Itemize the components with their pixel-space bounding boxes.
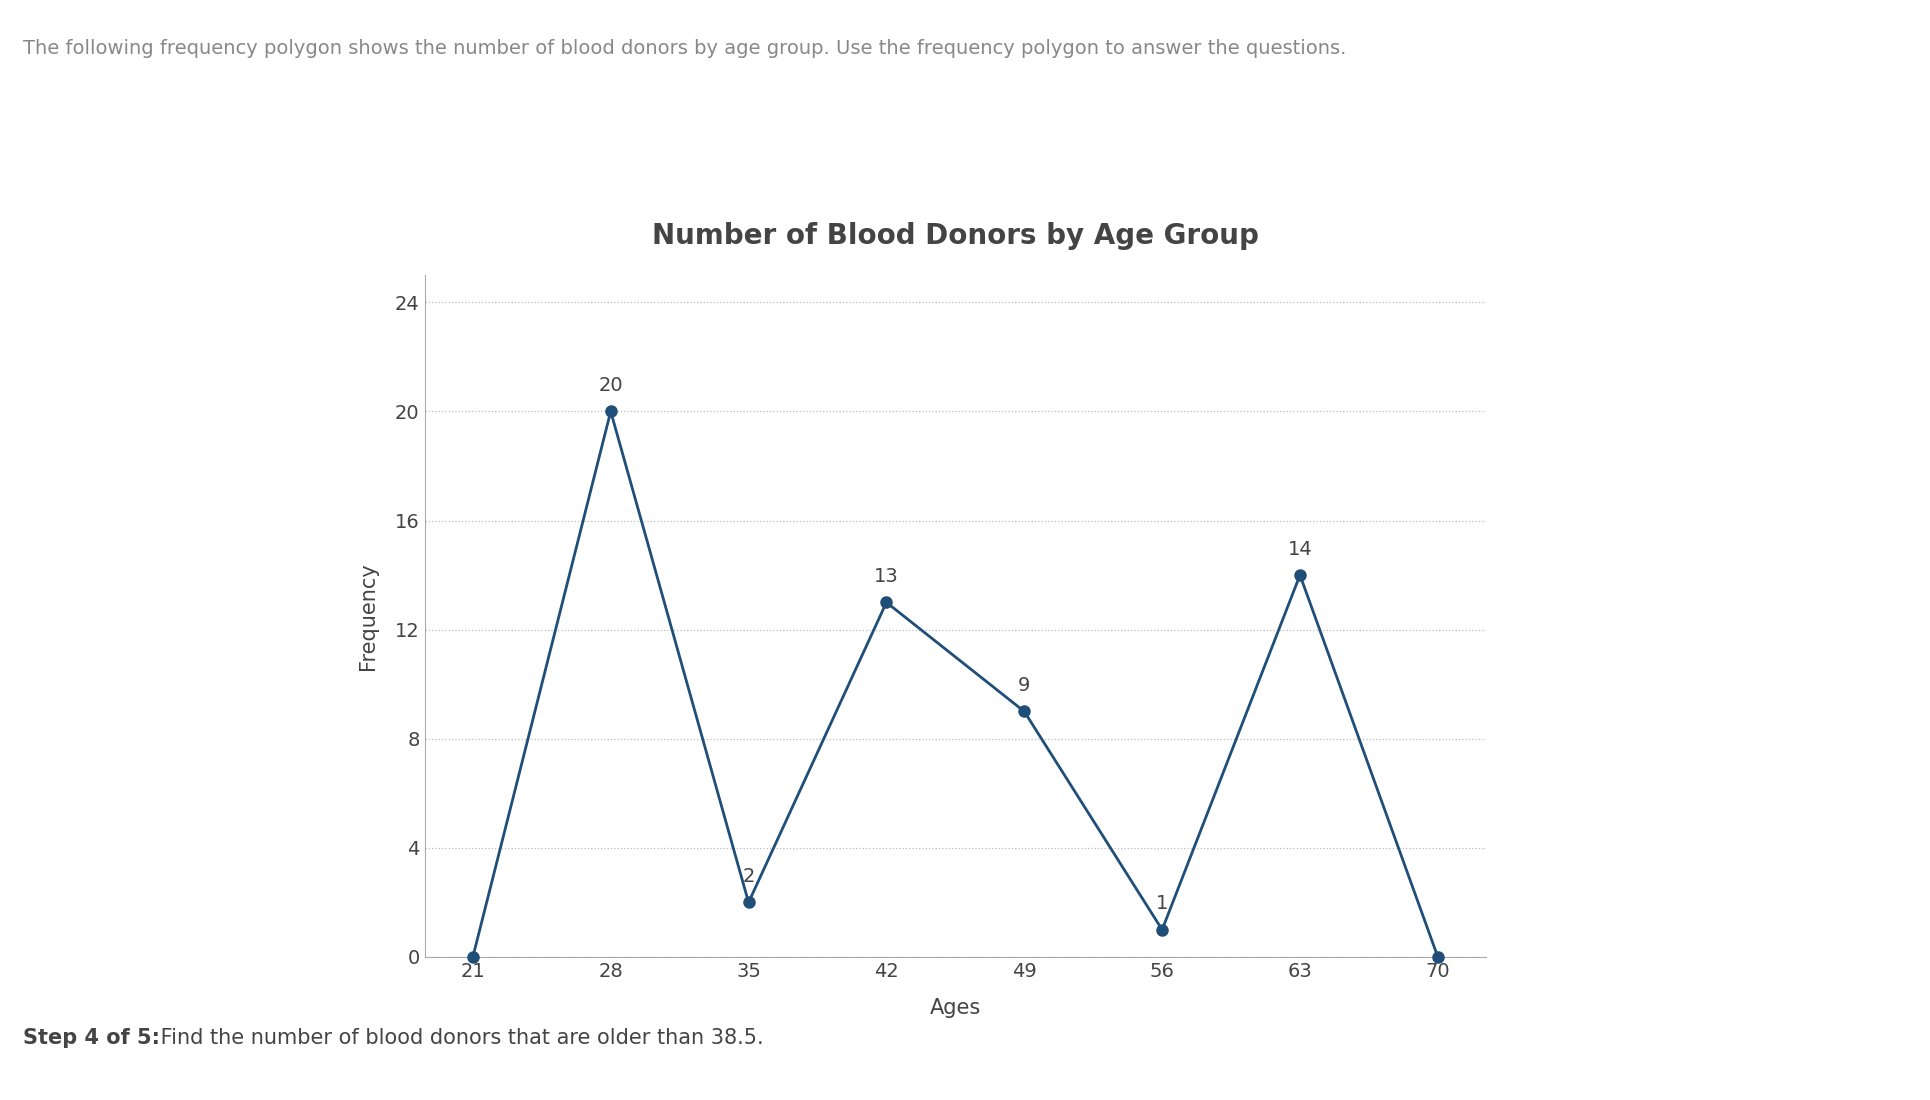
Y-axis label: Frequency: Frequency	[359, 562, 378, 670]
Text: 2: 2	[743, 867, 755, 887]
X-axis label: Ages: Ages	[930, 998, 980, 1018]
Title: Number of Blood Donors by Age Group: Number of Blood Donors by Age Group	[652, 222, 1258, 251]
Text: 1: 1	[1156, 894, 1168, 913]
Text: 20: 20	[598, 376, 623, 395]
Text: 9: 9	[1019, 676, 1031, 695]
Text: Find the number of blood donors that are older than 38.5.: Find the number of blood donors that are…	[154, 1028, 764, 1048]
Text: Step 4 of 5:: Step 4 of 5:	[23, 1028, 160, 1048]
Text: The following frequency polygon shows the number of blood donors by age group. U: The following frequency polygon shows th…	[23, 39, 1347, 57]
Text: 13: 13	[874, 566, 899, 586]
Text: 14: 14	[1287, 540, 1312, 559]
